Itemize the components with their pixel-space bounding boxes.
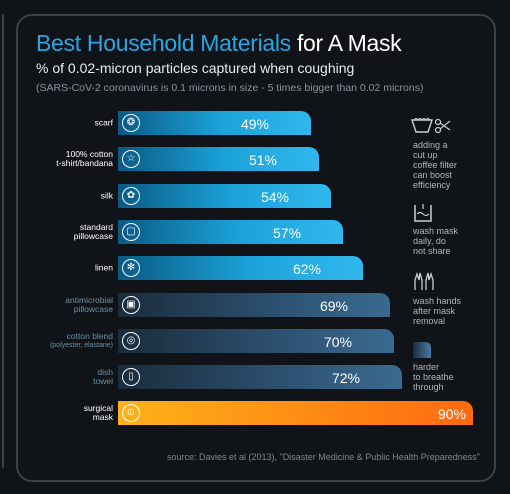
cotton-blend-icon: ◎ — [122, 331, 140, 350]
category-label: cotton blend (polyester, elastane) — [3, 330, 113, 350]
category-label: 100% cotton t-shirt/bandana — [3, 150, 113, 168]
data-label: 49% — [240, 116, 269, 132]
category-label-line: towel — [93, 376, 113, 387]
side-note-line: not share — [413, 246, 451, 256]
category-label-line: scarf — [94, 117, 113, 128]
category-label-line: dish — [97, 367, 113, 378]
category-label: antimicrobial pillowcase — [3, 294, 113, 314]
chart-panel — [16, 14, 496, 482]
side-note-line: coffee filter — [413, 160, 457, 170]
bar — [118, 256, 363, 281]
data-label: 54% — [260, 188, 289, 205]
data-label: 72% — [331, 370, 360, 387]
bar — [118, 147, 319, 172]
category-label: standard pillowcase — [3, 221, 113, 241]
chart-subtitle: % of 0.02-micron particles captured when… — [36, 60, 355, 76]
side-note-line: adding a — [413, 140, 448, 150]
scarf-icon: ❂ — [122, 114, 140, 132]
data-label: 70% — [323, 333, 352, 350]
category-label-line: cotton blend — [66, 330, 113, 341]
title-highlight: Best Household Materials — [36, 30, 291, 56]
category-label-line: standard — [79, 221, 113, 232]
category-label: surgical mask — [3, 404, 113, 422]
data-label: 69% — [319, 297, 348, 314]
side-note-line: wash hands — [413, 296, 462, 306]
linen-icon: ✻ — [122, 259, 140, 278]
side-note-line: after mask — [413, 306, 456, 316]
category-label-line: silk — [100, 190, 113, 201]
data-label: 57% — [272, 224, 301, 241]
antimicrobial-pillowcase-icon: ▣ — [122, 295, 140, 314]
category-label-line: t-shirt/bandana — [56, 158, 113, 169]
bar — [118, 328, 394, 353]
data-label: 62% — [292, 261, 321, 278]
category-label-line: mask — [92, 412, 113, 423]
data-label: 51% — [248, 152, 277, 169]
data-label: 90% — [437, 406, 466, 423]
chart-title: Best Household Materials for A Mask — [36, 30, 402, 57]
side-note-line: can boost — [413, 170, 453, 180]
tshirt-icon: ☆ — [122, 150, 140, 169]
category-label: dish towel — [3, 368, 113, 386]
surgical-mask-icon: ⊙ — [122, 404, 140, 423]
side-note-line: efficiency — [413, 180, 451, 190]
side-note-line: cut up — [413, 150, 438, 160]
category-label: linen — [3, 262, 113, 273]
category-label-line: pillowcase — [73, 230, 113, 241]
left-frame-edge — [2, 14, 4, 468]
side-note-wash-mask: wash mask daily, do not share — [413, 226, 493, 256]
side-note-wash-hands: wash hands after mask removal — [413, 296, 493, 326]
wash-bucket-icon — [414, 204, 432, 222]
dish-towel-icon: ▯ — [122, 368, 140, 387]
breathing-gradient-icon — [413, 342, 431, 358]
bar — [118, 292, 390, 317]
category-label-line: pillowcase — [73, 303, 113, 314]
bar — [118, 365, 402, 390]
side-note-coffee-filter: adding a cut up coffee filter can boost … — [413, 140, 493, 190]
coffee-filter-scissors-icon — [411, 118, 451, 134]
side-note-line: through — [413, 382, 444, 392]
category-label: scarf — [3, 117, 113, 128]
side-note-harder-to-breathe: harder to breathe through — [413, 362, 493, 392]
side-note-line: harder — [413, 362, 440, 372]
chart-note: (SARS-CoV-2 coronavirus is 0.1 microns i… — [36, 82, 424, 94]
silk-icon: ✿ — [122, 186, 140, 205]
wash-hands-icon — [414, 271, 434, 290]
side-note-line: wash mask — [413, 226, 459, 236]
side-note-line: daily, do — [413, 236, 446, 246]
bar — [118, 183, 331, 208]
category-label-line: antimicrobial — [65, 294, 113, 305]
source-citation: source: Davies et al (2013), "Disaster M… — [166, 452, 480, 462]
side-note-line: removal — [413, 316, 446, 326]
title-rest: for A Mask — [296, 30, 402, 56]
bar — [118, 401, 473, 426]
category-label: silk — [3, 191, 113, 200]
category-label-line: linen — [95, 262, 113, 273]
category-label-line: 100% cotton — [65, 149, 113, 160]
category-label-line: surgical — [83, 403, 113, 414]
side-note-line: to breathe — [413, 372, 454, 382]
bar — [118, 219, 343, 244]
bar — [118, 111, 311, 135]
pillowcase-icon: ▢ — [122, 222, 140, 241]
category-label-line: (polyester, elastane) — [49, 341, 113, 349]
